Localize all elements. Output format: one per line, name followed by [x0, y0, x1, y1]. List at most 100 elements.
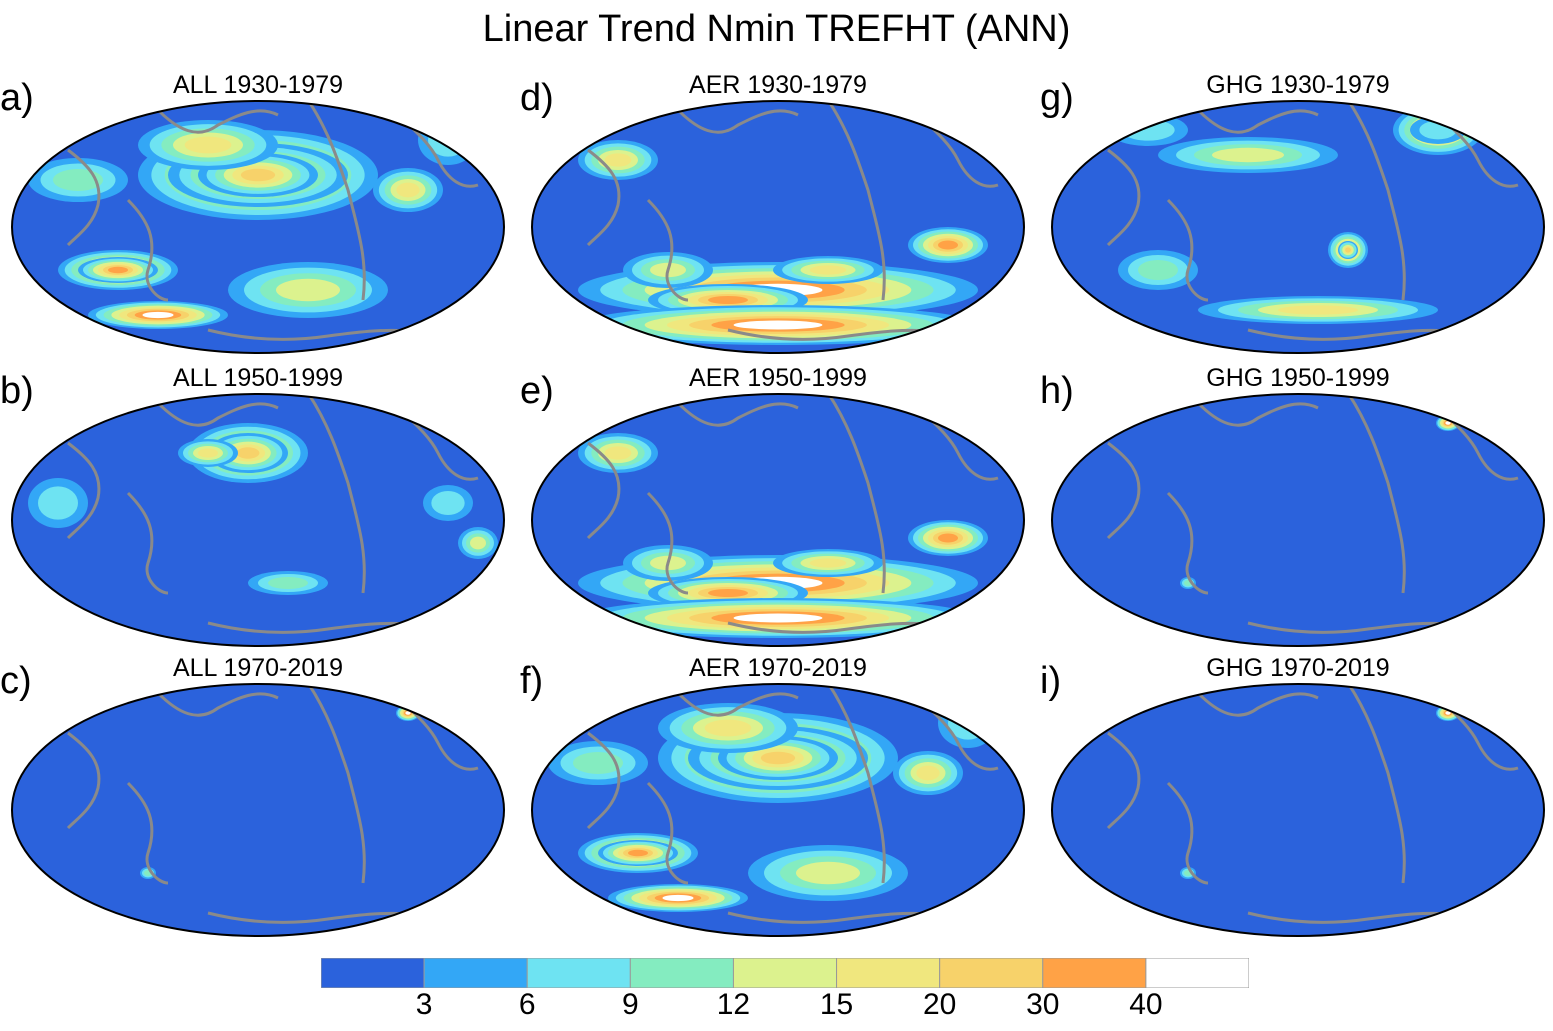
trend-contour [276, 278, 340, 302]
coastline [646, 781, 689, 885]
panel-title: AER 1930-1979 [689, 71, 867, 99]
coastline [1106, 441, 1141, 540]
trend-contour [184, 136, 232, 154]
map-border [531, 393, 1025, 647]
panel-title: ALL 1970-2019 [172, 654, 344, 682]
trend-contour [809, 558, 847, 568]
map-plot [11, 100, 505, 354]
colorbar-swatch [1042, 958, 1147, 988]
coastline [207, 911, 419, 924]
trend-contour [733, 320, 823, 330]
map-border [11, 100, 505, 354]
coastline [156, 108, 279, 134]
map-panel: ALL 1950-1999 b) [0, 363, 508, 653]
trend-contour [240, 168, 276, 182]
panel-title: GHG 1970-2019 [1206, 654, 1390, 682]
panel-letter: b) [0, 370, 34, 412]
trend-contour [760, 751, 796, 765]
trend-contour [53, 169, 103, 191]
coastline [306, 684, 366, 884]
coastline [66, 731, 101, 830]
colorbar-swatch [423, 958, 528, 988]
trend-contour [733, 613, 823, 623]
map-border [11, 393, 505, 647]
trend-contour [573, 752, 623, 774]
map-plot [1051, 100, 1545, 354]
map-border [531, 100, 1025, 354]
trend-contour [431, 491, 465, 515]
map-border [1051, 100, 1545, 354]
trend-contour [604, 446, 632, 460]
colorbar-swatch [939, 958, 1044, 988]
panel-letter: d) [520, 77, 554, 119]
coastline [1166, 491, 1209, 595]
coastline [586, 148, 621, 247]
panel-letter: f) [520, 660, 544, 702]
coastline [727, 911, 939, 924]
colorbar-tick-label: 12 [716, 988, 751, 1021]
trend-contour [268, 577, 308, 589]
panel-letter: c) [0, 660, 32, 702]
trend-contour [604, 153, 632, 167]
coastline [727, 328, 939, 341]
coastline [646, 491, 689, 595]
colorbar-swatch [629, 958, 734, 988]
map-plot [11, 393, 505, 647]
colorbar-swatch [836, 958, 941, 988]
map-border [1051, 683, 1545, 937]
map-plot [1051, 683, 1545, 937]
map-panel: GHG 1970-2019 i) [1040, 653, 1548, 943]
map-plot [531, 100, 1025, 354]
trend-contour [708, 296, 748, 304]
trend-contour [1445, 421, 1451, 425]
colorbar-tick-label: 15 [819, 988, 854, 1021]
trend-contour [38, 486, 78, 520]
coastline [826, 101, 886, 301]
coastline [676, 401, 799, 427]
trend-contour [796, 861, 860, 885]
panel-letter: h) [1040, 370, 1074, 412]
colorbar-tick-label: 6 [518, 988, 536, 1021]
coastline [126, 491, 169, 595]
coastline [126, 781, 169, 885]
map-plot [1051, 393, 1545, 647]
panel-letter: g) [1040, 77, 1074, 119]
colorbar-swatch [732, 958, 838, 988]
colorbar-swatch [1145, 958, 1249, 988]
coastline [727, 621, 939, 634]
trend-contour [809, 265, 847, 275]
panel-letter: a) [0, 77, 34, 119]
panel-title: AER 1950-1999 [689, 364, 867, 392]
map-panel: ALL 1930-1979 a) [0, 70, 508, 360]
coastline [156, 401, 279, 427]
trend-contour [1121, 119, 1175, 141]
coastline [1346, 101, 1406, 301]
coastline [1166, 781, 1209, 885]
trend-contour [405, 711, 411, 715]
panel-title: AER 1970-2019 [689, 654, 867, 682]
colorbar-tick-label: 20 [922, 988, 957, 1021]
map-border [531, 683, 1025, 937]
coastline [66, 148, 101, 247]
coastline [1106, 148, 1141, 247]
map-panel: AER 1970-2019 f) [520, 653, 1028, 943]
coastline [66, 441, 101, 540]
coastline [1106, 731, 1141, 830]
coastline [1247, 911, 1459, 924]
map-border [1051, 393, 1545, 647]
trend-contour [628, 849, 648, 857]
trend-contour [1212, 147, 1284, 163]
trend-contour [662, 894, 694, 902]
colorbar [321, 958, 1249, 988]
trend-contour [1278, 305, 1358, 315]
panel-title: GHG 1950-1999 [1206, 364, 1390, 392]
coastline [1346, 684, 1406, 884]
coastline [586, 731, 621, 830]
figure-title: Linear Trend Nmin TREFHT (ANN) [482, 8, 1071, 50]
trend-contour [1345, 247, 1351, 253]
trend-contour [108, 266, 128, 274]
coastline [207, 621, 419, 634]
trend-contour [1445, 711, 1451, 715]
trend-contour [938, 533, 958, 543]
coastline [306, 394, 366, 594]
